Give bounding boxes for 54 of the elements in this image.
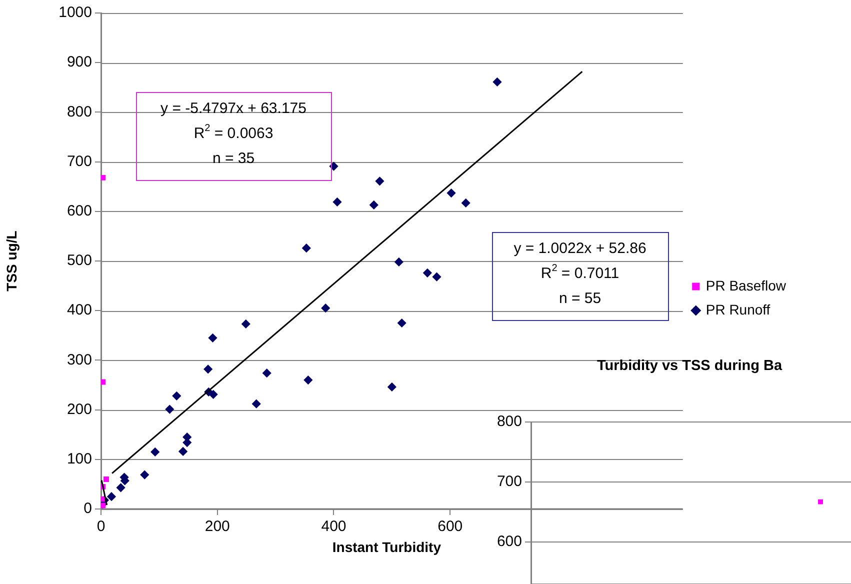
point xyxy=(432,272,441,282)
point xyxy=(447,188,456,198)
legend-label: PR Baseflow xyxy=(706,277,787,294)
y-tick-label: 900 xyxy=(66,54,92,71)
legend-label: PR Runoff xyxy=(706,301,770,318)
x-tick-label: 0 xyxy=(96,518,106,536)
point xyxy=(492,78,502,86)
point xyxy=(423,268,432,278)
point xyxy=(208,334,217,342)
point xyxy=(101,379,106,385)
x-tick-label: 400 xyxy=(321,518,346,536)
point xyxy=(107,492,116,501)
point xyxy=(101,502,106,508)
point xyxy=(209,390,218,399)
point xyxy=(375,176,384,186)
point xyxy=(398,318,406,328)
point xyxy=(172,392,181,400)
y-tick-label: 600 xyxy=(66,202,92,220)
point xyxy=(204,364,212,374)
point xyxy=(332,198,342,206)
x-axis-title: Instant Turbidity xyxy=(332,538,442,555)
point xyxy=(302,244,311,252)
point xyxy=(140,470,149,480)
y-tick-label: 500 xyxy=(66,252,92,270)
y-tick-label: 0 xyxy=(84,500,92,518)
y-tick-label: 400 xyxy=(66,302,92,319)
y-tick-label: 1000 xyxy=(58,4,92,22)
x-tick-label: 600 xyxy=(438,518,463,536)
point xyxy=(104,476,109,482)
y-tick-label: 700 xyxy=(496,473,522,490)
y-tick-label: 100 xyxy=(66,450,92,468)
y-tick-label: 600 xyxy=(496,533,522,550)
point xyxy=(370,200,378,210)
point xyxy=(262,368,272,378)
y-tick-label: 700 xyxy=(66,152,92,170)
y-tick-label: 300 xyxy=(66,351,92,368)
point xyxy=(165,405,174,414)
y-tick-label: 800 xyxy=(496,413,522,430)
point xyxy=(101,174,106,180)
y-axis-title: TSS ug/L xyxy=(3,230,20,292)
x-tick-label: 200 xyxy=(204,518,230,536)
chart-title: Turbidity vs TSS during Ba xyxy=(597,358,782,374)
point xyxy=(150,448,160,456)
point xyxy=(178,447,188,456)
point xyxy=(394,258,404,266)
point xyxy=(388,382,396,392)
point xyxy=(242,320,250,328)
point xyxy=(321,304,330,312)
point xyxy=(252,400,261,408)
point xyxy=(304,376,312,384)
y-tick-label: 200 xyxy=(66,400,92,418)
y-tick-label: 800 xyxy=(66,103,92,120)
point xyxy=(116,483,126,492)
point xyxy=(462,198,470,208)
